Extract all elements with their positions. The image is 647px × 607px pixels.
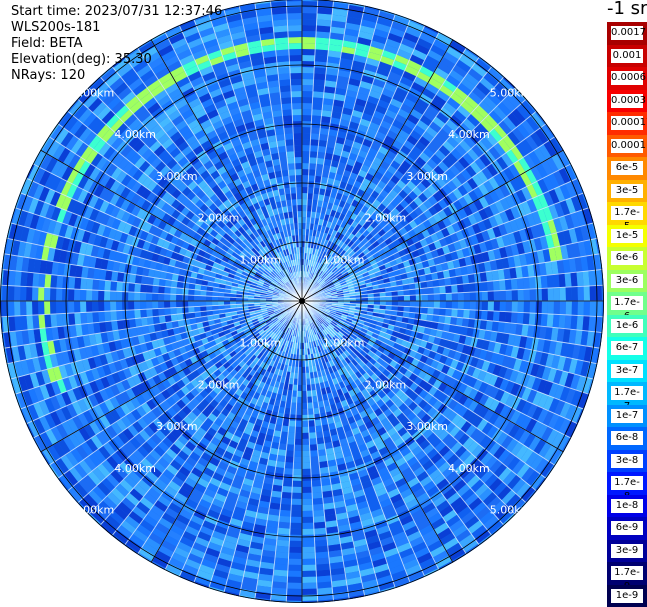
colorbar-label: 6e-9 xyxy=(611,521,643,535)
ring-label: 3.00km xyxy=(406,420,448,433)
colorbar-cell: 6e-9 xyxy=(607,517,647,540)
colorbar-cell: 6e-5 xyxy=(607,157,647,180)
colorbar-cell: 1e-6 xyxy=(607,314,647,337)
field-name: Field: BETA xyxy=(11,36,83,51)
ring-label: 3.00km xyxy=(156,420,198,433)
colorbar-cell: 6e-6 xyxy=(607,247,647,270)
ring-label: 5.00km xyxy=(490,504,532,517)
colorbar-cell: 1e-8 xyxy=(607,494,647,517)
colorbar-label: 1.7e-9 xyxy=(611,566,643,592)
ring-label: 1.00km xyxy=(239,337,281,350)
colorbar-cell: 0.0006 xyxy=(607,67,647,90)
colorbar-label: 1e-9 xyxy=(611,588,643,603)
colorbar-label: 1e-7 xyxy=(611,408,643,423)
colorbar-label: 3e-9 xyxy=(611,543,643,558)
colorbar-cell: 3e-8 xyxy=(607,449,647,472)
colorbar-cell: 0.001 xyxy=(607,44,647,67)
ring-label: 5.00km xyxy=(490,86,532,99)
colorbar-label: 0.0006 xyxy=(611,71,646,85)
ring-label: 1.00km xyxy=(323,337,365,350)
ring-label: 2.00km xyxy=(365,378,407,391)
colorbar-label: 6e-5 xyxy=(611,161,643,175)
ring-label: 1.00km xyxy=(323,253,365,266)
ring-label: 2.00km xyxy=(198,378,240,391)
ring-label: 4.00km xyxy=(448,128,490,141)
colorbar-label: 1e-5 xyxy=(611,228,643,243)
colorbar-cell: 3e-9 xyxy=(607,539,647,562)
ring-label: 4.00km xyxy=(448,462,490,475)
colorbar-cell: 0.0017 xyxy=(607,22,647,45)
colorbar-label: 1e-6 xyxy=(611,318,643,333)
ring-label: 5.00km xyxy=(73,504,115,517)
colorbar-label: 0.001 xyxy=(611,48,643,63)
colorbar-cell: 3e-5 xyxy=(607,179,647,202)
colorbar-cell: 6e-8 xyxy=(607,427,647,450)
colorbar-label: 0.0017 xyxy=(611,26,646,40)
colorbar-label: 0.0003 xyxy=(611,93,646,108)
colorbar-label: 0.00017 xyxy=(611,116,647,130)
elevation: Elevation(deg): 35.30 xyxy=(11,52,152,67)
colorbar-cell: 1.7e-7 xyxy=(607,382,647,412)
colorbar-cell: 6e-7 xyxy=(607,337,647,360)
colorbar-label: 1.7e-5 xyxy=(611,206,643,232)
colorbar: 0.0017 0.001 0.0006 0.0003 0.00017 0.0001 6e-5… xyxy=(607,22,647,607)
colorbar-label: 0.0001 xyxy=(611,138,646,153)
colorbar-label: 1e-8 xyxy=(611,498,643,513)
scan-info: Start time: 2023/07/31 12:37:46 WLS200s-… xyxy=(11,4,222,84)
colorbar-cell: 1.7e-9 xyxy=(607,562,647,592)
colorbar-unit: -1 sr xyxy=(607,0,647,19)
colorbar-label: 6e-6 xyxy=(611,251,643,265)
colorbar-label: 3e-6 xyxy=(611,273,643,288)
colorbar-cell: 1e-9 xyxy=(607,584,647,607)
radar-center-marker xyxy=(299,298,305,304)
ring-label: 3.00km xyxy=(406,170,448,183)
colorbar-cell: 0.00017 xyxy=(607,112,647,135)
ring-label: 2.00km xyxy=(198,212,240,225)
colorbar-label: 1.7e-7 xyxy=(611,386,643,412)
device-name: WLS200s-181 xyxy=(11,20,101,35)
colorbar-cell: 3e-6 xyxy=(607,269,647,292)
ring-label: 2.00km xyxy=(365,212,407,225)
colorbar-cell: 1e-7 xyxy=(607,404,647,427)
colorbar-label: 3e-5 xyxy=(611,183,643,198)
ring-label: 4.00km xyxy=(114,128,156,141)
colorbar-cell: 0.0001 xyxy=(607,134,647,157)
colorbar-label: 1.7e-6 xyxy=(611,296,643,322)
ring-labels: 1.00km 1.00km 1.00km 1.00km 2.00km 2.00km 2.00… xyxy=(73,86,532,516)
colorbar-label: 3e-8 xyxy=(611,453,643,468)
ring-label: 4.00km xyxy=(114,462,156,475)
ring-label: 3.00km xyxy=(156,170,198,183)
colorbar-cell: 1.7e-5 xyxy=(607,202,647,232)
colorbar-cell: 1.7e-6 xyxy=(607,292,647,322)
colorbar-cell: 1e-5 xyxy=(607,224,647,247)
ring-label: 1.00km xyxy=(239,253,281,266)
colorbar-label: 1.7e-8 xyxy=(611,476,643,502)
nrays: NRays: 120 xyxy=(11,68,86,83)
start-time: Start time: 2023/07/31 12:37:46 xyxy=(11,4,223,19)
colorbar-cell: 1.7e-8 xyxy=(607,472,647,502)
colorbar-label: 6e-7 xyxy=(611,341,643,355)
colorbar-cell: 3e-7 xyxy=(607,359,647,382)
colorbar-label: 3e-7 xyxy=(611,363,643,378)
range-rings xyxy=(0,0,604,603)
colorbar-label: 6e-8 xyxy=(611,431,643,445)
ring-label: 5.00km xyxy=(73,86,115,99)
colorbar-cell: 0.0003 xyxy=(607,89,647,112)
